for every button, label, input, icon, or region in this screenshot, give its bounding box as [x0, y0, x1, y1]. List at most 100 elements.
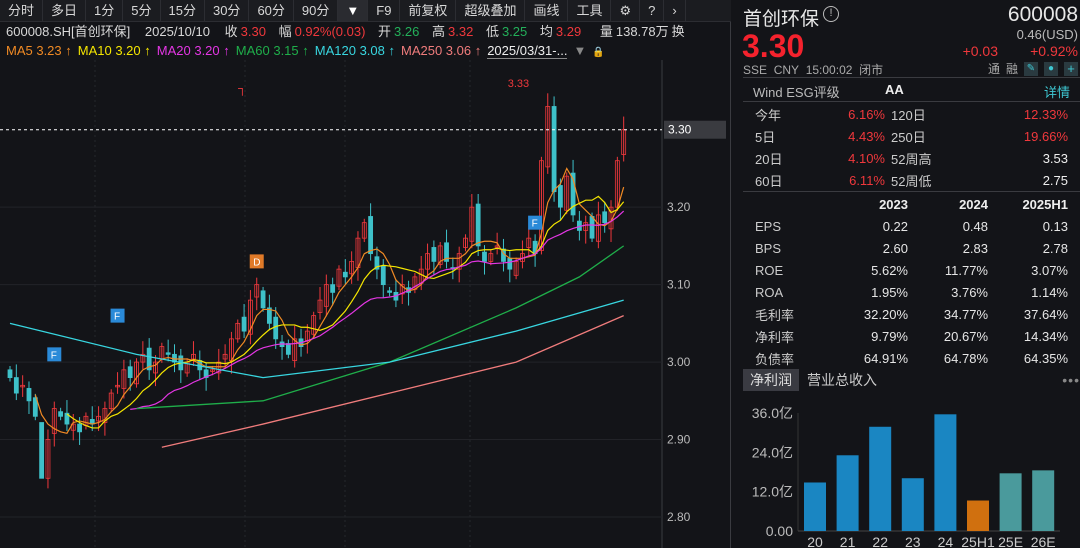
- ma-legend-item: MA120 3.08 ↑: [314, 43, 395, 58]
- usd-price: 0.46(USD): [1016, 27, 1078, 42]
- candle-body: [165, 352, 171, 355]
- bar: [999, 473, 1022, 531]
- corner-marker: ┐: [238, 81, 247, 96]
- financial-value: 11.77%: [944, 262, 988, 278]
- range-selector[interactable]: 2025/03/31-...: [487, 43, 568, 59]
- toolbar-item[interactable]: 前复权: [400, 0, 457, 21]
- toolbar-item[interactable]: 工具: [568, 0, 612, 21]
- divider: [743, 77, 1080, 78]
- financial-value: 14.34%: [1023, 328, 1068, 344]
- candle-body: [70, 423, 76, 431]
- returns-label2: 250日: [891, 129, 926, 145]
- returns-value: 6.11%: [849, 172, 885, 188]
- open-value: 3.26: [394, 24, 420, 39]
- financial-table: 2023 2024 2025H1 EPS 0.22 0.48 0.13 BPS 2.60 2.83…: [755, 193, 1068, 369]
- candle-body: [260, 290, 266, 309]
- current-price-box: [664, 120, 726, 139]
- stock-connect-badge: 通: [987, 62, 1000, 76]
- toolbar-item[interactable]: 30分: [205, 0, 250, 21]
- returns-label2: 52周低: [891, 173, 932, 189]
- toolbar-item[interactable]: 60分: [249, 0, 294, 21]
- candle-body: [551, 106, 557, 193]
- kline-chart[interactable]: 3.20 3.10 3.00 2.90 2.80 3.30 3.33 F F D F ┐: [0, 60, 730, 548]
- financial-value: 37.64%: [1023, 306, 1068, 322]
- add-icon[interactable]: +: [1064, 61, 1078, 76]
- candle-body: [583, 222, 589, 231]
- financial-value: 64.35%: [1023, 350, 1068, 366]
- candle-body: [241, 316, 247, 332]
- dropdown-icon[interactable]: ▼: [573, 43, 587, 58]
- gear-icon[interactable]: ⚙: [611, 0, 641, 21]
- candle-body: [602, 211, 608, 224]
- financial-value: 34.77%: [943, 306, 988, 322]
- returns-value: 4.43%: [848, 128, 885, 144]
- year-header: 2023: [879, 196, 908, 212]
- toolbar-item[interactable]: 超级叠加: [456, 0, 526, 21]
- current-price-label: 3.30: [668, 123, 692, 137]
- candle-body: [425, 253, 430, 270]
- candle-body: [248, 299, 253, 335]
- x-tick-label: 25E: [998, 534, 1023, 548]
- candle-body: [380, 265, 386, 286]
- candle-body: [589, 216, 595, 239]
- candle-body: [349, 260, 355, 275]
- metric-label: ROA: [755, 284, 784, 300]
- event-marker: [110, 308, 125, 323]
- financial-row: ROE 5.62% 11.77% 3.07%: [755, 259, 1068, 281]
- tab-revenue[interactable]: 营业总收入: [807, 372, 877, 388]
- chart-tabs: 净利润 营业总收入 •••: [743, 369, 1080, 391]
- y-tick-label: 0.00: [766, 523, 793, 539]
- candle-body: [507, 257, 513, 270]
- bar: [869, 426, 892, 531]
- candle-body: [108, 392, 114, 409]
- toolbar-item[interactable]: F9: [368, 0, 401, 21]
- info-icon[interactable]: !: [823, 6, 839, 22]
- candle-body: [13, 377, 19, 394]
- more-icon[interactable]: •••: [1062, 372, 1080, 388]
- toolbar-item[interactable]: ▼: [338, 0, 369, 21]
- date: 2025/10/10: [144, 24, 210, 39]
- bell-icon[interactable]: ●: [1044, 61, 1058, 76]
- candle-body: [475, 203, 481, 247]
- event-marker-label: F: [51, 350, 57, 361]
- toolbar-item[interactable]: 多日: [43, 0, 87, 21]
- net-profit-bar-chart: 36.0亿 24.0亿 12.0亿 0.00 20 21 22 23 24 25H1 25E 26E: [752, 405, 1060, 548]
- chevron-right-icon[interactable]: ›: [664, 0, 686, 21]
- market-meta: SSE CNY 15:00:02 闭市: [743, 61, 883, 78]
- candle-body: [235, 322, 241, 340]
- ma-legend-item: MA5 3.23 ↑: [6, 43, 72, 58]
- candle-body: [64, 412, 70, 425]
- candle-body: [254, 284, 260, 298]
- metric-label: 负债率: [755, 351, 795, 367]
- currency: CNY: [773, 63, 800, 77]
- event-marker-label: D: [253, 257, 260, 268]
- toolbar-item[interactable]: 90分: [294, 0, 339, 21]
- toolbar-item[interactable]: 15分: [161, 0, 205, 21]
- returns-label: 今年: [755, 107, 782, 123]
- period-toolbar: 分时 多日 1分 5分 15分 30分 60分 90分 ▼ F9 前复权 超级叠加 画线 工具 ⚙? ›: [0, 0, 731, 22]
- help-icon[interactable]: ?: [640, 0, 665, 21]
- financial-value: 1.95%: [871, 284, 908, 300]
- toolbar-item[interactable]: 1分: [86, 0, 124, 21]
- candle-body: [273, 316, 279, 340]
- tab-net-profit[interactable]: 净利润: [743, 369, 799, 391]
- candle-body: [58, 411, 64, 417]
- financial-value: 2.83: [962, 240, 988, 256]
- toolbar-item[interactable]: 画线: [525, 0, 569, 21]
- returns-value2: 2.75: [1042, 172, 1068, 188]
- kline-panel: 分时 多日 1分 5分 15分 30分 60分 90分 ▼ F9 前复权 超级叠加 画线 工具 ⚙? › 60…: [0, 0, 731, 548]
- financial-value: 9.79%: [871, 328, 908, 344]
- returns-label2: 52周高: [891, 151, 932, 167]
- market-status: 闭市: [859, 63, 884, 77]
- candle-body: [361, 222, 367, 239]
- year-header: 2025H1: [1022, 196, 1068, 212]
- toolbar-item[interactable]: 分时: [0, 0, 44, 21]
- esg-detail-link[interactable]: 详情: [1043, 85, 1070, 100]
- lock-icon[interactable]: 🔒: [592, 47, 605, 58]
- candle-body: [437, 245, 443, 265]
- financial-value: 32.20%: [863, 306, 908, 322]
- returns-row: 20日 4.10% 52周高 3.53: [755, 147, 1068, 169]
- edit-icon[interactable]: ✎: [1024, 61, 1038, 76]
- toolbar-item[interactable]: 5分: [123, 0, 161, 21]
- candle-body: [595, 214, 601, 242]
